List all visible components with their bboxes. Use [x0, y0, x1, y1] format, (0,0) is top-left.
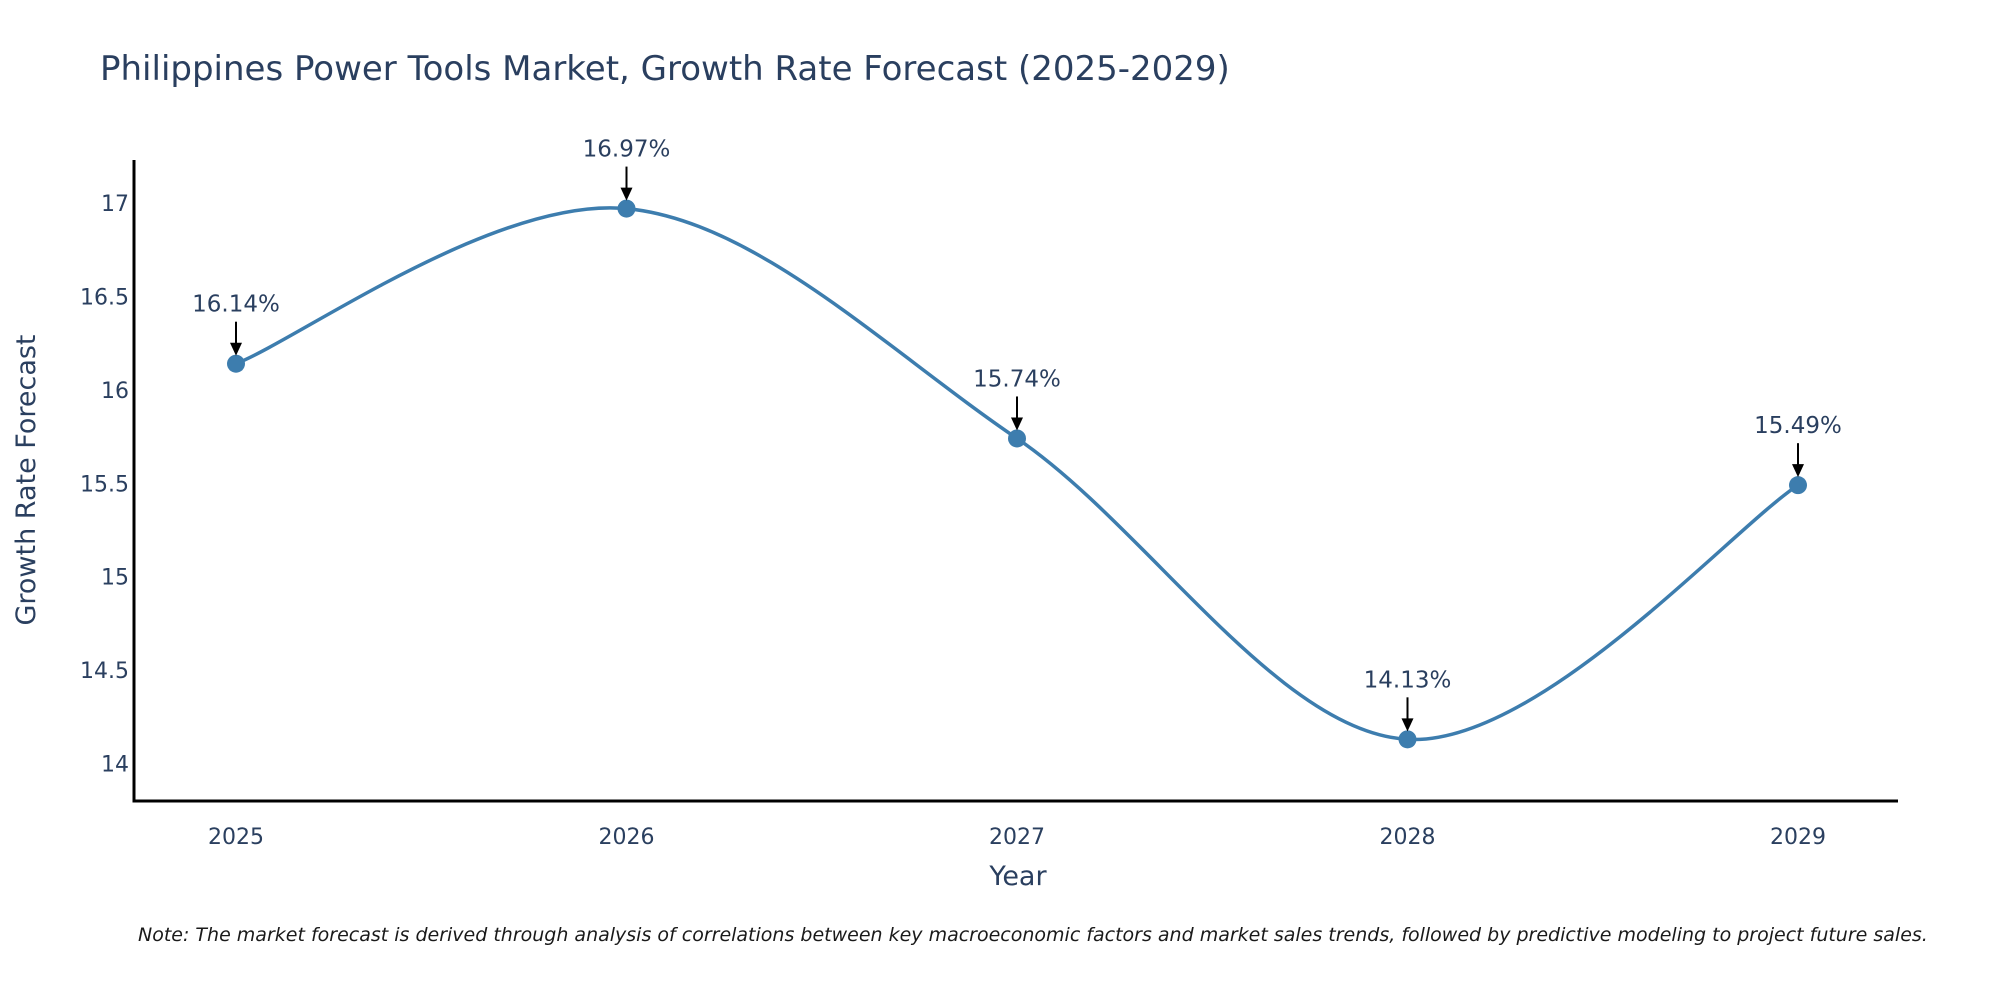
annotation-arrow-head: [1792, 464, 1804, 478]
y-tick-label: 15.5: [80, 472, 129, 497]
data-point-marker: [617, 199, 636, 218]
annotation-arrow-head: [1011, 417, 1023, 431]
y-tick-label: 15: [101, 566, 129, 591]
y-tick-label: 16: [101, 379, 129, 404]
data-point-marker: [227, 354, 245, 373]
x-axis-title: Year: [988, 861, 1047, 892]
x-tick-label: 2028: [1380, 825, 1436, 850]
x-tick-label: 2027: [989, 825, 1045, 850]
data-label: 15.74%: [973, 366, 1061, 392]
x-tick-label: 2025: [208, 825, 264, 850]
x-tick-label: 2026: [599, 825, 655, 850]
y-tick-label: 14.5: [80, 659, 129, 684]
growth-rate-series-line: [234, 206, 1800, 742]
y-tick-label: 16.5: [80, 285, 129, 310]
y-tick-label: 17: [101, 192, 129, 217]
y-tick-label: 14: [101, 753, 129, 778]
data-label: 16.97%: [583, 137, 671, 163]
annotation-arrow-head: [620, 187, 633, 201]
annotation-arrow-head: [230, 342, 242, 356]
plot-area: 14 14.5 15 15.5 16 16.5 17 2025 2026 2027 2028 2029…: [80, 137, 1898, 850]
y-axis-title: Growth Rate Forecast: [11, 334, 42, 625]
data-label: 16.14%: [192, 292, 280, 318]
chart-title: Philippines Power Tools Market, Growth R…: [100, 49, 1230, 89]
data-point-marker: [1789, 476, 1807, 495]
data-label: 15.49%: [1754, 413, 1842, 439]
data-point-marker: [1398, 730, 1417, 749]
x-tick-label: 2029: [1770, 825, 1826, 850]
chart-footnote: Note: The market forecast is derived thr…: [138, 924, 1928, 946]
data-label: 14.13%: [1364, 667, 1452, 693]
data-point-marker: [1008, 429, 1026, 448]
annotation-arrow-head: [1401, 718, 1414, 732]
